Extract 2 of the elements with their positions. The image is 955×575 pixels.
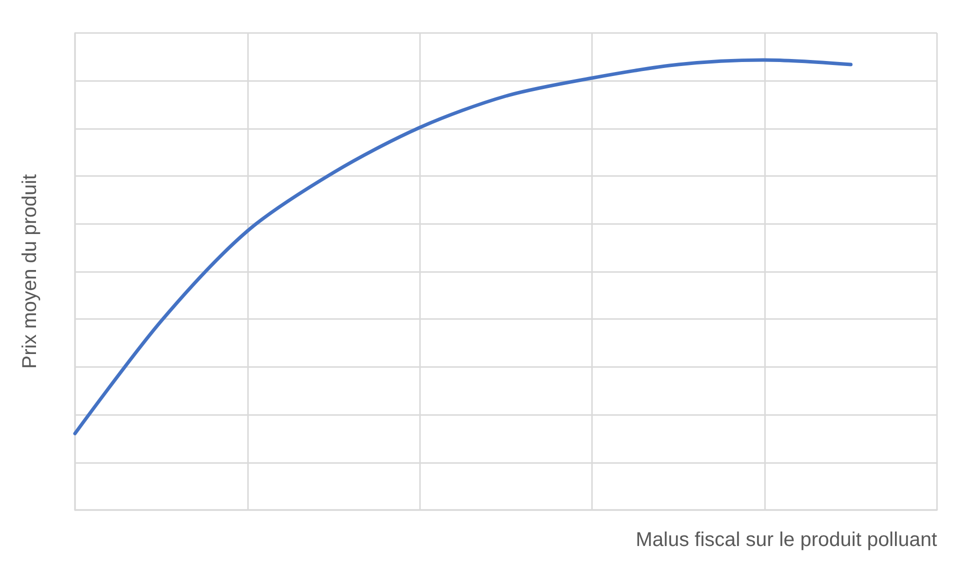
x-axis-title: Malus fiscal sur le produit polluant	[636, 529, 938, 551]
y-axis-title: Prix moyen du produit	[19, 174, 41, 369]
